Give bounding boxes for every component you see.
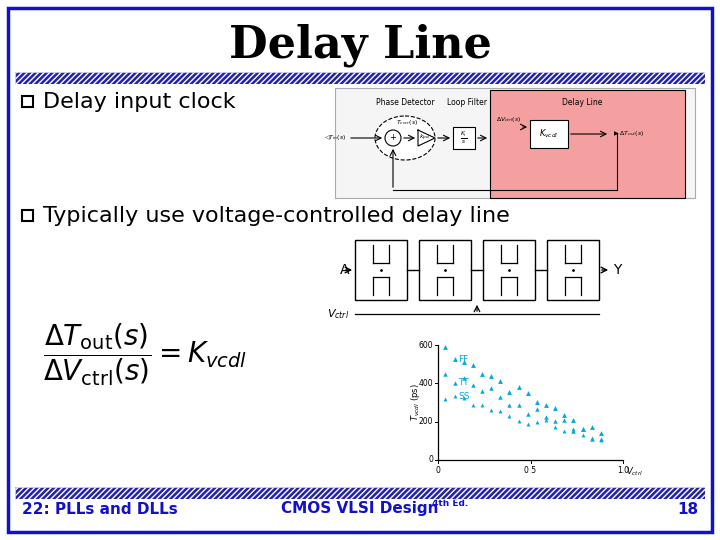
Text: A: A (340, 263, 349, 277)
Text: TT: TT (459, 378, 469, 387)
Text: $K_{vcdl}$: $K_{vcdl}$ (539, 128, 559, 140)
Bar (335, 88, 695, 198)
Text: 4th Ed.: 4th Ed. (432, 500, 468, 509)
Bar (15, 72, 705, 84)
Text: 200: 200 (418, 417, 433, 426)
Text: Phase Detector: Phase Detector (376, 98, 434, 107)
Text: 0 5: 0 5 (524, 466, 536, 475)
Bar (547, 240, 599, 300)
Text: +: + (390, 133, 397, 143)
Text: $\blacktriangleright\Delta T_{out}(s)$: $\blacktriangleright\Delta T_{out}(s)$ (612, 130, 644, 138)
Bar (22, 210, 33, 221)
Text: 400: 400 (418, 379, 433, 388)
Bar (453, 127, 475, 149)
Text: SS: SS (459, 392, 470, 401)
Bar (483, 240, 535, 300)
Text: FF: FF (459, 354, 469, 363)
Text: Y: Y (613, 263, 621, 277)
Bar (355, 240, 407, 300)
Text: $\triangleleft T_{in}(s)$: $\triangleleft T_{in}(s)$ (324, 133, 346, 143)
Text: 18: 18 (677, 502, 698, 516)
Ellipse shape (375, 116, 435, 160)
Text: Loop Filter: Loop Filter (447, 98, 487, 107)
Polygon shape (418, 130, 435, 146)
Text: $k_{pd}$: $k_{pd}$ (420, 133, 431, 143)
Text: $T_{corr}(s)$: $T_{corr}(s)$ (396, 118, 418, 127)
Text: Typically use voltage-controlled delay line: Typically use voltage-controlled delay l… (43, 206, 510, 226)
Text: $\frac{K_i}{s}$: $\frac{K_i}{s}$ (460, 130, 467, 146)
Text: 22: PLLs and DLLs: 22: PLLs and DLLs (22, 502, 178, 516)
Text: $V_{ctrl}$: $V_{ctrl}$ (626, 465, 643, 477)
Bar (15, 487, 705, 499)
Text: 600: 600 (418, 341, 433, 349)
Text: CMOS VLSI Design: CMOS VLSI Design (282, 502, 438, 516)
Bar (530, 120, 568, 148)
Text: $T_{vcdl}$ (ps): $T_{vcdl}$ (ps) (410, 384, 423, 421)
Text: $\dfrac{\Delta T_{\mathrm{out}}\left(s\right)}{\Delta V_{\mathrm{ctrl}}\left(s\r: $\dfrac{\Delta T_{\mathrm{out}}\left(s\r… (43, 322, 247, 388)
Bar (490, 90, 685, 198)
Bar (22, 96, 33, 107)
Text: Delay Line: Delay Line (228, 23, 492, 67)
Text: Delay input clock: Delay input clock (43, 92, 235, 112)
Circle shape (385, 130, 401, 146)
Text: 1.0: 1.0 (617, 466, 629, 475)
Bar (15, 487, 705, 499)
Text: Delay Line: Delay Line (562, 98, 602, 107)
Text: 0: 0 (428, 456, 433, 464)
Bar (15, 72, 705, 84)
Text: 0: 0 (436, 466, 441, 475)
Text: $\Delta V_{ctrl}(s)$: $\Delta V_{ctrl}(s)$ (496, 116, 521, 125)
Bar (419, 240, 471, 300)
Text: $V_{ctrl}$: $V_{ctrl}$ (327, 307, 349, 321)
